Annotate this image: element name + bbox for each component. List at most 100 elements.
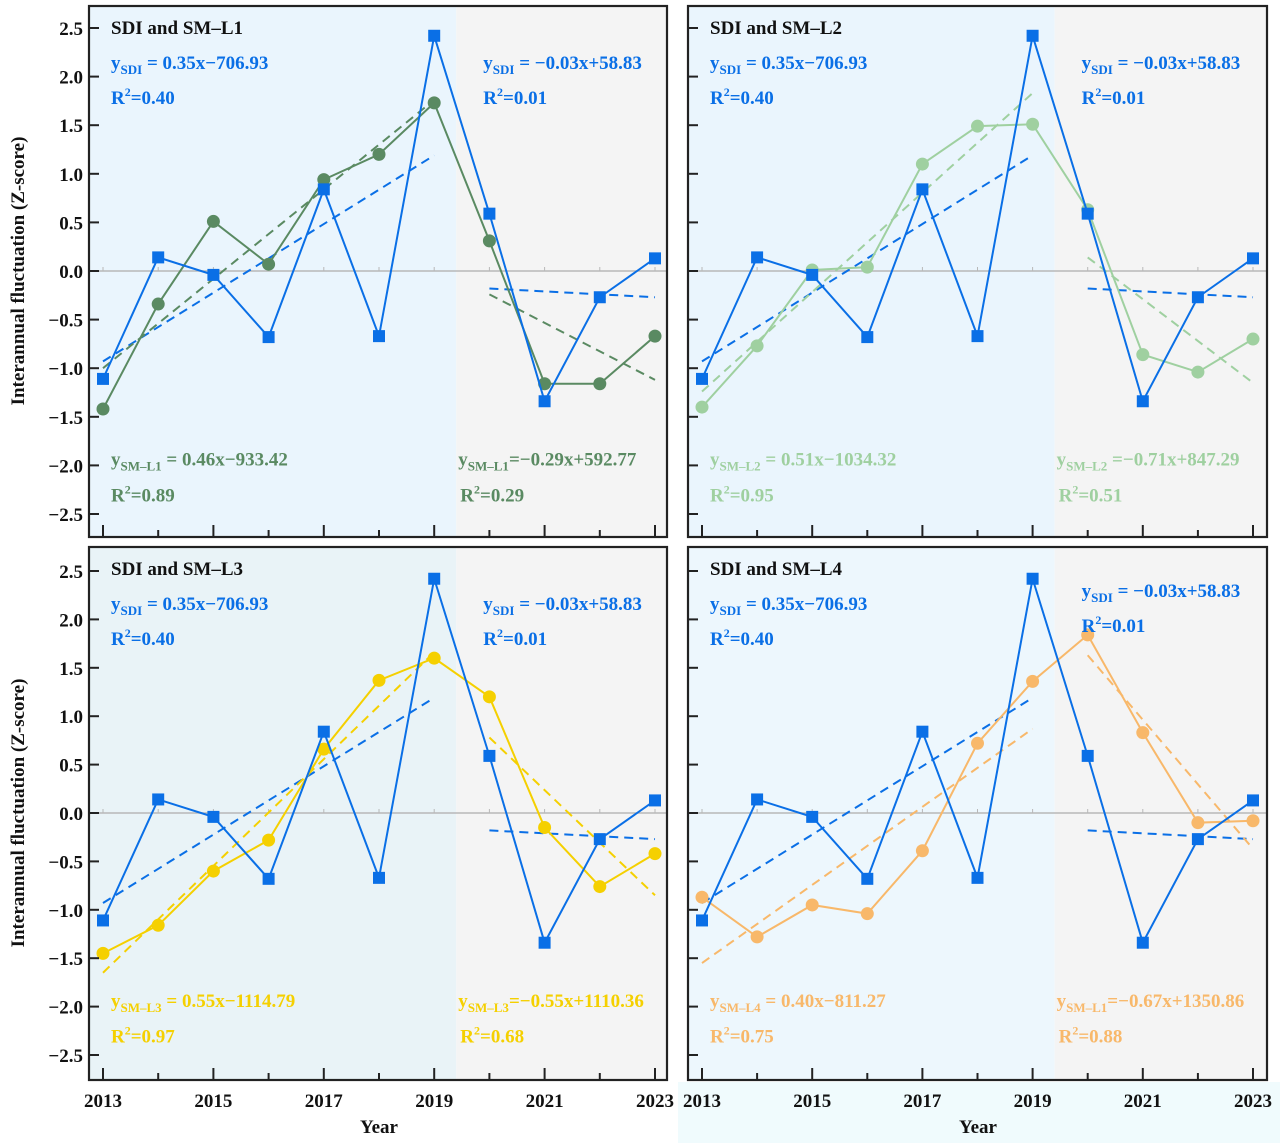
y-tick-label: −2.0: [48, 456, 83, 477]
data-point-sdi: [428, 572, 441, 585]
y-tick-label: −2.5: [48, 505, 83, 526]
data-point-sm-l4: [860, 907, 874, 921]
sm-r2-period-1: R2=0.75: [710, 1024, 774, 1048]
data-point-sm-l4: [971, 736, 984, 750]
y-axis-title-top: Interannual fluctuation (Z-score): [8, 137, 29, 406]
x-tick-label: 2019: [1014, 1091, 1052, 1112]
data-point-sm-l1: [206, 214, 220, 228]
y-tick-label: 0.0: [59, 804, 83, 825]
sm-equation-period-1: ySM–L2 = 0.51x−1034.32: [710, 450, 896, 474]
data-point-sdi: [207, 268, 220, 281]
y-tick-label: −0.5: [48, 852, 83, 873]
chart-panel-4: 2013 2015 2017 2019 2021 2023 SDI and SM–L4 ySD…: [683, 545, 1272, 1112]
data-point-sm-l4: [805, 898, 819, 912]
sdi-r2-period-2: R2=0.01: [483, 85, 547, 109]
data-point-sdi: [97, 372, 109, 385]
y-tick-label: 0.5: [59, 213, 83, 234]
data-point-sdi: [971, 330, 984, 343]
y-tick-label: 1.0: [59, 707, 83, 728]
data-point-sdi: [152, 793, 165, 806]
data-point-sm-l3: [538, 821, 552, 835]
data-point-sdi: [1247, 252, 1259, 265]
data-point-sdi: [262, 872, 275, 885]
data-point-sdi: [262, 331, 275, 344]
sdi-r2-period-2: R2=0.01: [1082, 85, 1146, 109]
data-point-sm-l3: [151, 918, 165, 932]
sm-r2-period-2: R2=0.29: [460, 483, 524, 507]
y-tick-label: 0.0: [59, 262, 83, 283]
trend-line-sdi: [1087, 287, 1254, 299]
sdi-equation-period-2: ySDI = −0.03x+58.83: [483, 53, 642, 77]
data-point-sdi: [1026, 572, 1039, 585]
data-point-sdi: [1026, 29, 1039, 42]
y-tick-label: −2.0: [48, 998, 83, 1019]
data-point-sdi: [538, 936, 551, 949]
data-point-sm-l4: [1191, 816, 1205, 830]
sm-equation-period-2: ySM–L2 =−0.71x+847.29: [1057, 450, 1240, 474]
data-point-sm-l3: [317, 742, 331, 756]
data-point-sdi: [696, 914, 708, 927]
data-point-sm-l1: [151, 297, 165, 311]
sm-equation-period-1: ySM–L1 = 0.46x−933.42: [111, 450, 288, 474]
data-point-sdi: [649, 252, 661, 265]
panel-title: SDI and SM–L4: [710, 559, 842, 580]
x-tick-label: 2013: [84, 1091, 122, 1112]
trend-line-sm: [1086, 654, 1254, 850]
data-point-sm-l1: [648, 329, 662, 343]
sdi-r2-period-1: R2=0.40: [111, 626, 175, 650]
trend-line-sm: [701, 727, 1034, 964]
data-point-sdi: [1247, 794, 1259, 807]
data-point-sm-l1: [96, 402, 110, 416]
data-point-sm-l1: [593, 377, 607, 391]
data-point-sdi: [971, 871, 984, 884]
data-point-sm-l4: [1136, 726, 1150, 740]
x-tick-label: 2023: [636, 1091, 674, 1112]
y-tick-label: 1.5: [59, 659, 83, 680]
trend-line-sdi: [489, 829, 656, 841]
sdi-equation-period-1: ySDI = 0.35x−706.93: [111, 53, 268, 77]
y-axis-title-bottom: Interannual fluctuation (Z-score): [8, 679, 29, 948]
data-point-sm-l3: [372, 673, 386, 687]
y-tick-label: −1.0: [48, 359, 83, 380]
data-point-sm-l1: [262, 257, 276, 271]
data-point-sm-l3: [262, 833, 276, 847]
data-point-sdi: [373, 871, 385, 884]
data-point-sm-l2: [1246, 332, 1260, 346]
x-tick-label: 2021: [526, 1091, 564, 1112]
chart-panel-3: 2.5 2.0 1.5 1.0 0.5 0.0 −0.5 −1.0 −1.5 −2.0 −2.5 20…: [48, 545, 674, 1112]
data-point-sdi: [806, 268, 819, 281]
data-point-sm-l3: [648, 847, 662, 861]
sm-equation-period-2: ySM–L3=−0.55x+1110.36: [458, 991, 644, 1015]
sdi-equation-period-1: ySDI = 0.35x−706.93: [710, 594, 867, 618]
data-point-sm-l4: [1081, 628, 1095, 642]
data-point-sm-l2: [750, 339, 764, 353]
data-point-sdi: [428, 29, 441, 42]
data-point-sdi: [483, 749, 496, 762]
y-tick-label: 2.5: [59, 562, 83, 583]
trend-line-sdi: [701, 154, 1034, 363]
sdi-equation-period-2: ySDI = −0.03x+58.83: [483, 594, 642, 618]
data-point-sdi: [806, 810, 819, 823]
data-point-sdi: [97, 914, 109, 927]
sdi-equation-period-1: ySDI = 0.35x−706.93: [710, 53, 867, 77]
sm-r2-period-2: R2=0.68: [460, 1024, 524, 1048]
data-point-sm-l2: [860, 260, 874, 274]
sdi-r2-period-1: R2=0.40: [710, 85, 774, 109]
data-point-sdi: [1081, 207, 1094, 220]
data-point-sm-l2: [1191, 365, 1205, 379]
sdi-equation-period-2: ySDI = −0.03x+58.83: [1082, 581, 1241, 605]
data-point-sdi: [593, 291, 606, 304]
x-tick-label: 2015: [194, 1091, 232, 1112]
data-point-sdi: [649, 794, 661, 807]
data-point-sm-l4: [1246, 814, 1260, 828]
trend-line-sdi: [102, 696, 435, 904]
x-tick-label: 2023: [1234, 1091, 1272, 1112]
sdi-r2-period-2: R2=0.01: [483, 626, 547, 650]
x-tick-label: 2015: [793, 1091, 831, 1112]
data-point-sdi: [373, 330, 385, 343]
data-point-sm-l1: [427, 96, 441, 110]
sm-equation-period-1: ySM–L4 = 0.40x−811.27: [710, 991, 886, 1015]
y-tick-label: 2.0: [59, 68, 83, 89]
data-point-sdi: [1191, 833, 1204, 846]
